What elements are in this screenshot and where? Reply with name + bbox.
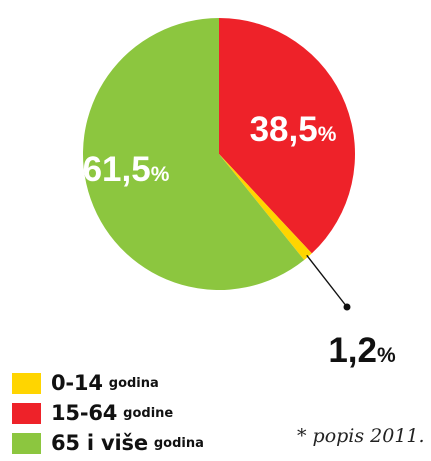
leader-line <box>306 254 348 308</box>
legend-swatch-15-64 <box>12 402 41 424</box>
value-65-plus: 61,5 <box>83 150 151 189</box>
legend-label-0-14: 0-14 <box>51 371 103 395</box>
legend: 0-14 godina 15-64 godine 65 i više godin… <box>12 368 204 458</box>
data-label-0-14: 1,2% <box>328 331 396 370</box>
leader-dot <box>343 303 351 311</box>
legend-item-15-64: 15-64 godine <box>12 398 204 428</box>
legend-unit-65-plus: godina <box>153 435 204 451</box>
legend-label-65-plus: 65 i više <box>51 431 148 455</box>
data-label-15-64: 38,5% <box>250 110 337 149</box>
legend-item-0-14: 0-14 godina <box>12 368 204 398</box>
data-label-65-plus: 61,5% <box>83 150 170 189</box>
pie-slice-15-64 <box>219 18 355 254</box>
legend-swatch-0-14 <box>12 372 41 394</box>
value-15-64: 38,5 <box>250 110 318 149</box>
pie-slices <box>83 18 355 290</box>
legend-swatch-65-plus <box>12 432 41 454</box>
legend-unit-0-14: godina <box>108 375 159 391</box>
percent-65-plus: % <box>151 163 170 186</box>
legend-unit-15-64: godine <box>123 405 174 421</box>
pie-slice-65-plus <box>83 18 305 290</box>
legend-label-15-64: 15-64 <box>51 401 118 425</box>
percent-0-14: % <box>377 344 396 367</box>
value-0-14: 1,2 <box>328 331 377 370</box>
census-footnote: * popis 2011. <box>297 425 425 447</box>
legend-item-65-plus: 65 i više godina <box>12 428 204 458</box>
pie-slice-0-14 <box>219 154 312 261</box>
percent-15-64: % <box>318 123 337 146</box>
